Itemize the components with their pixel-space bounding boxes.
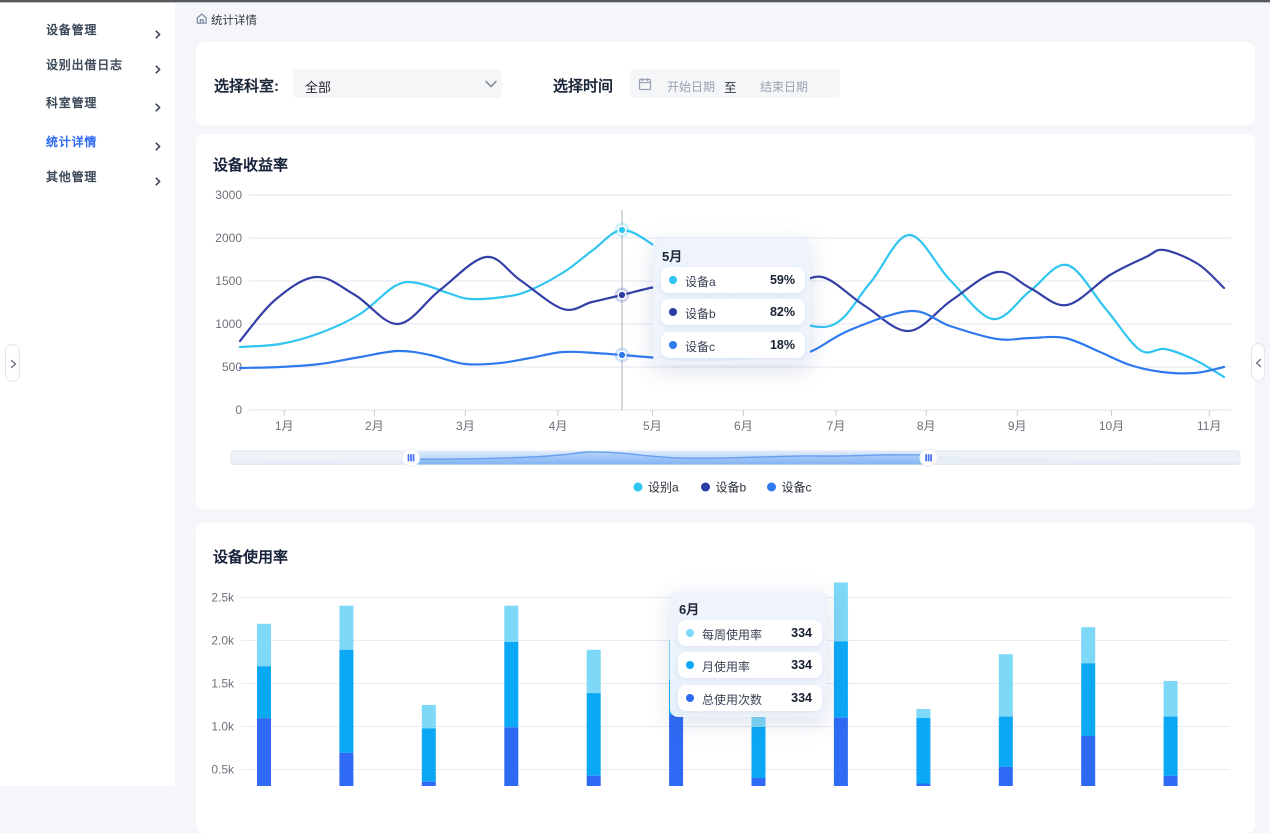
svg-text:5月: 5月 [643,419,662,433]
svg-text:2000: 2000 [215,231,242,245]
svg-text:3月: 3月 [456,419,475,433]
svg-text:10月: 10月 [1099,419,1124,433]
svg-text:1月: 1月 [275,419,294,433]
svg-text:设备c: 设备c [782,481,812,495]
svg-text:1000: 1000 [215,317,242,331]
svg-text:2.0k: 2.0k [211,634,235,648]
svg-text:1.0k: 1.0k [211,720,235,734]
svg-text:8月: 8月 [917,419,936,433]
svg-text:6月: 6月 [734,419,753,433]
svg-text:0: 0 [235,403,242,417]
svg-text:500: 500 [222,360,242,374]
svg-text:0.5k: 0.5k [211,763,235,777]
svg-text:设备b: 设备b [716,481,747,495]
svg-text:设别a: 设别a [648,481,679,495]
svg-text:2.5k: 2.5k [211,591,235,605]
svg-text:11月: 11月 [1197,419,1221,433]
svg-text:3000: 3000 [215,188,242,202]
svg-text:2月: 2月 [365,419,384,433]
svg-text:9月: 9月 [1008,419,1027,433]
svg-text:7月: 7月 [827,419,846,433]
svg-text:1500: 1500 [215,274,242,288]
svg-text:4月: 4月 [549,419,568,433]
svg-text:1.5k: 1.5k [211,677,235,691]
